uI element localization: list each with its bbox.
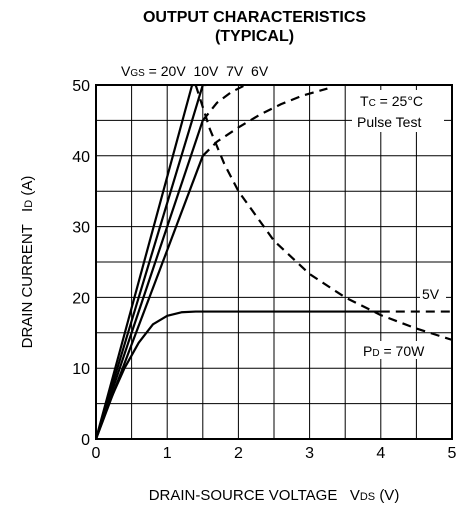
series-5v [96, 310, 381, 439]
y-tick-label: 10 [72, 361, 90, 378]
x-axis-label: DRAIN-SOURCE VOLTAGE VDS (V) [149, 487, 400, 504]
series-pd-70w [194, 85, 452, 341]
y-tick-label: 20 [72, 290, 90, 307]
x-tick-label: 2 [234, 445, 243, 462]
pulse-test-label: Pulse Test [357, 114, 421, 130]
v5-label-background [420, 286, 446, 302]
x-tick-label: 0 [92, 445, 101, 462]
tc-label: TC = 25°C [360, 93, 423, 109]
x-tick-label: 4 [376, 445, 385, 462]
series-vgs-20v [96, 85, 194, 439]
chart-subtitle: (TYPICAL) [214, 28, 295, 45]
y-tick-label: 30 [72, 220, 90, 237]
x-tick-label: 5 [448, 445, 457, 462]
x-tick-label: 3 [305, 445, 314, 462]
vgs-label: VGS = 20V 10V 7V 6V [121, 63, 269, 79]
x-tick-label: 1 [163, 445, 172, 462]
curves [96, 85, 452, 439]
series-6v-extension [202, 87, 328, 157]
pd-label-background [360, 341, 448, 359]
y-tick-label: 50 [72, 78, 90, 95]
tc-label-background [352, 90, 444, 132]
series-7v-extension [201, 85, 247, 122]
series-10v [96, 85, 204, 439]
chart-title: OUTPUT CHARACTERISTICS [142, 9, 367, 26]
series-7v [96, 120, 204, 439]
pd-label: PD = 70W [363, 343, 425, 359]
v5-label: 5V [422, 286, 440, 302]
plot-frame [95, 84, 453, 440]
y-tick-label: 40 [72, 149, 90, 166]
y-axis-label: DRAIN CURRENT ID (A) [19, 176, 36, 349]
y-tick-label: 0 [81, 432, 90, 449]
